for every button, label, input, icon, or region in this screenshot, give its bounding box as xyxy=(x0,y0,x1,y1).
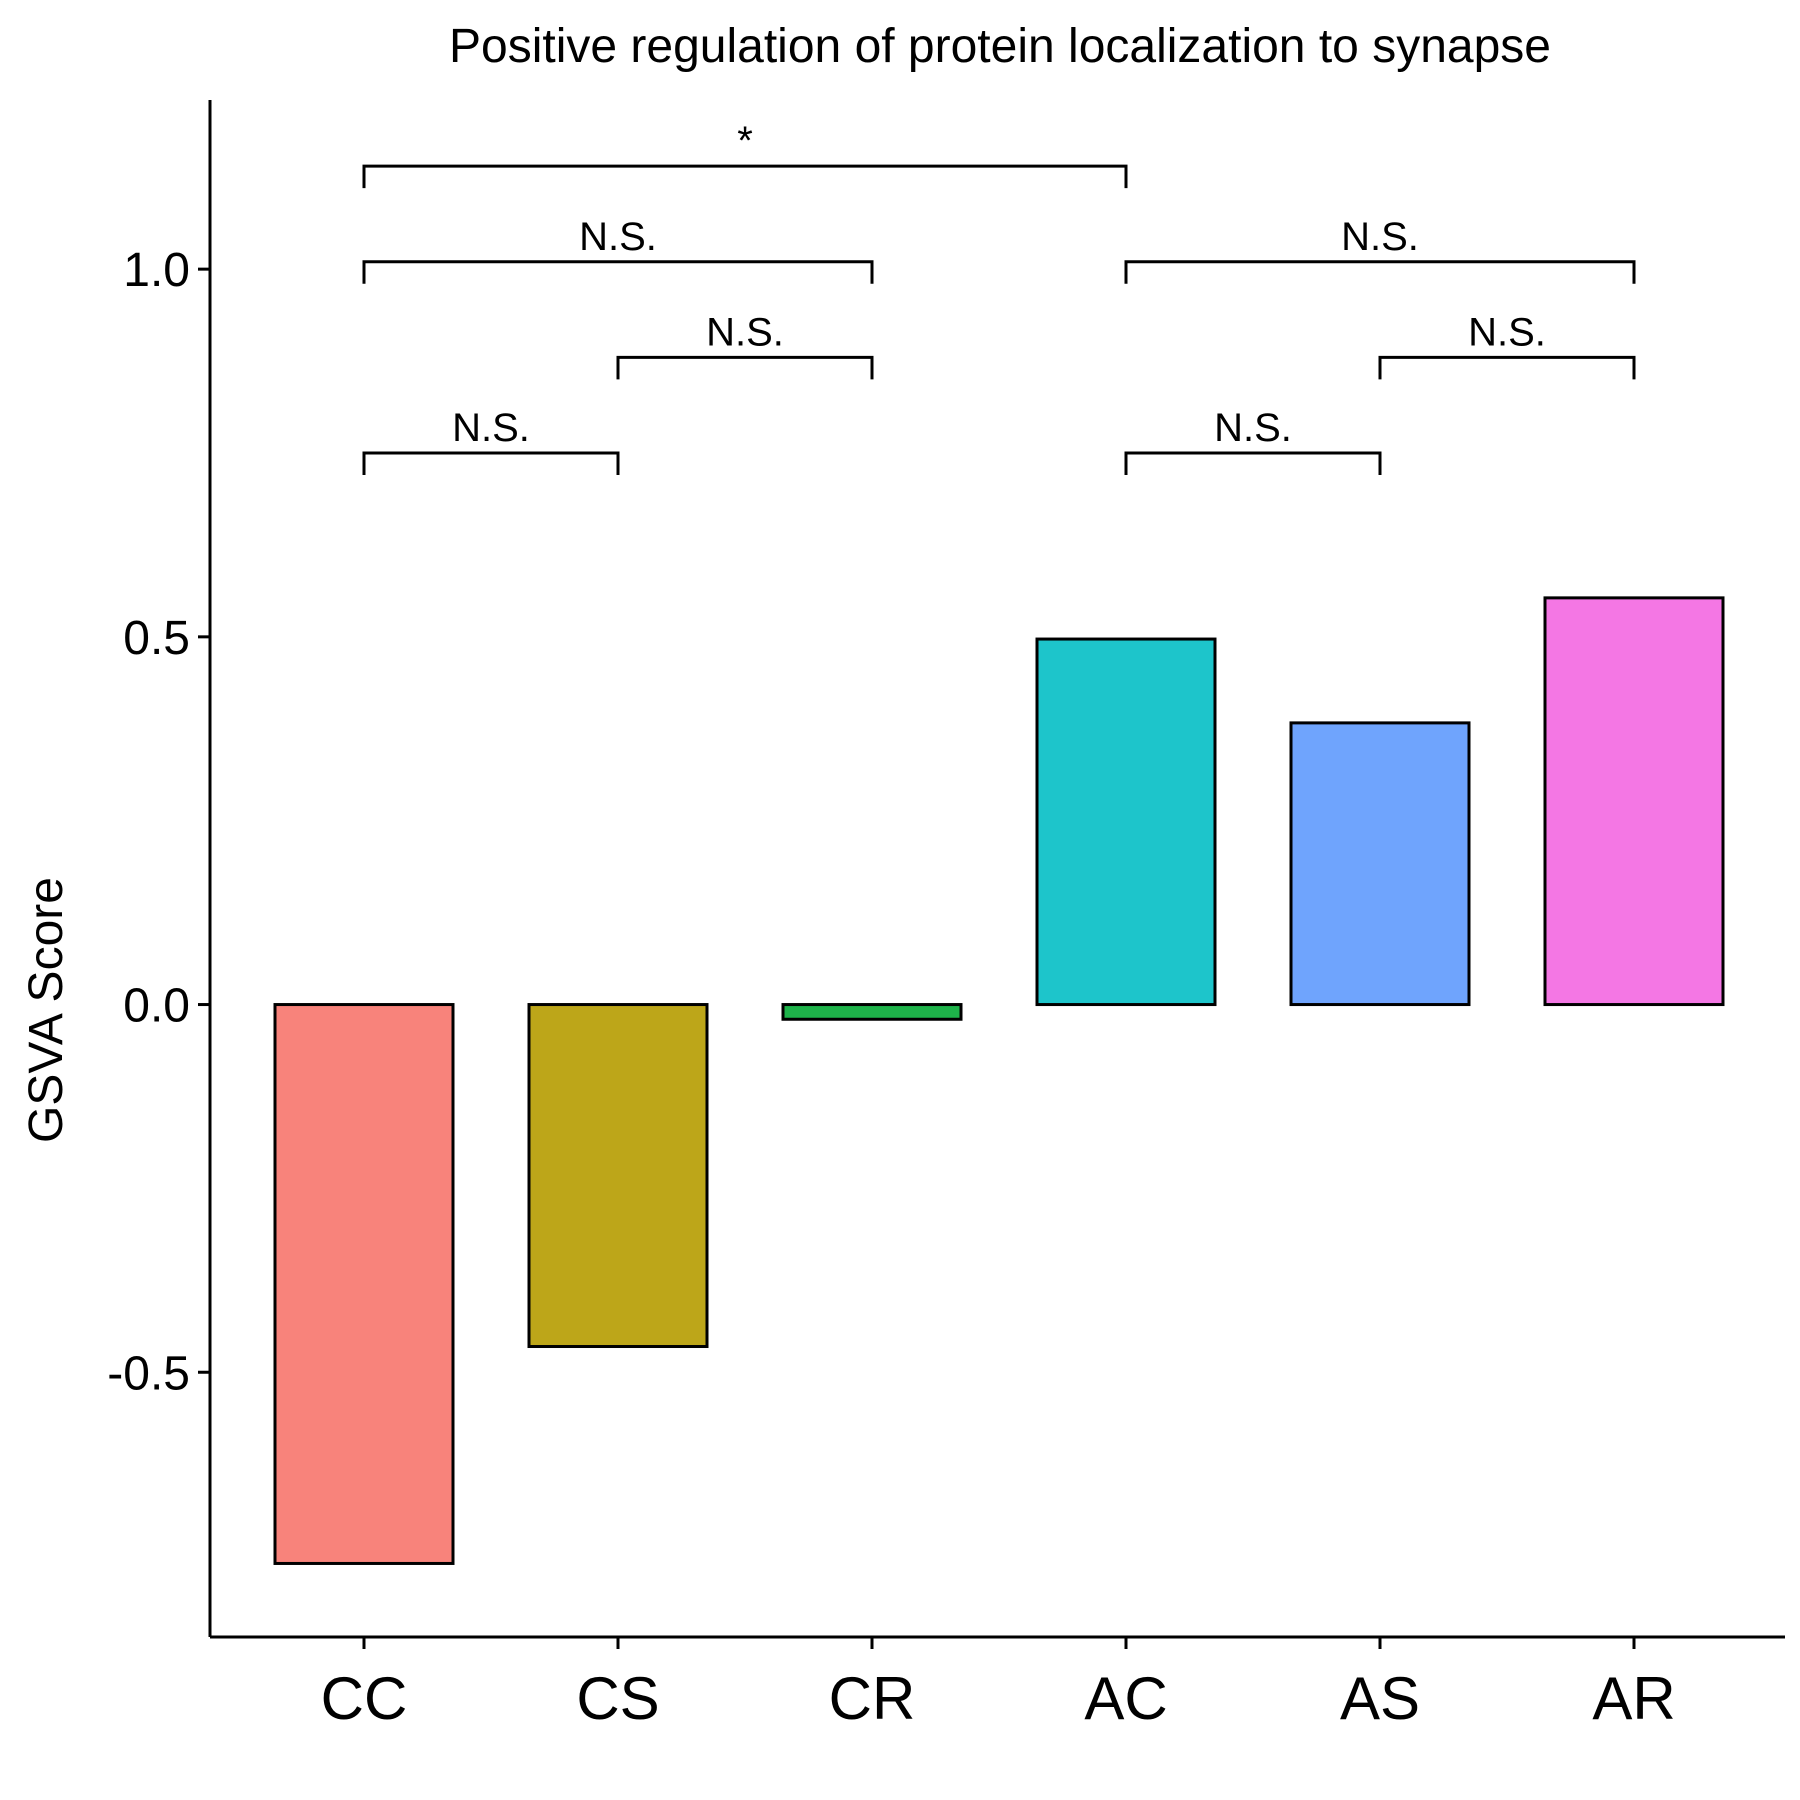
bar-ac xyxy=(1035,637,1217,1007)
x-tick-label: AS xyxy=(1340,1665,1420,1732)
bar-cc xyxy=(273,1003,455,1565)
plot-area: -0.5 0.0 0.5 1.0 CC CS CR AC AS AR N.S. N.S. N.S. N.S… xyxy=(107,100,1785,1732)
significance-label: N.S. xyxy=(706,310,784,354)
bar-ar xyxy=(1543,596,1725,1007)
significance-bracket xyxy=(362,260,874,284)
significance-bracket xyxy=(616,355,874,380)
y-tick-label: 1.0 xyxy=(123,244,190,297)
x-tick-label: CS xyxy=(576,1665,659,1732)
x-tick-label: CR xyxy=(829,1665,916,1732)
significance-bracket xyxy=(1124,451,1382,475)
y-tick-label: 0.0 xyxy=(123,980,190,1033)
bar-cs xyxy=(527,1003,709,1349)
significance-bracket xyxy=(362,451,620,475)
significance-bracket xyxy=(1124,260,1636,284)
significance-label: N.S. xyxy=(452,406,530,450)
bar-as xyxy=(1289,721,1471,1007)
significance-bracket xyxy=(362,164,1128,189)
bar-cr xyxy=(781,1003,963,1021)
x-tick-label: CC xyxy=(321,1665,408,1732)
y-axis-label: GSVA Score xyxy=(20,877,73,1143)
significance-label: N.S. xyxy=(1214,406,1292,450)
significance-label: N.S. xyxy=(1468,310,1546,354)
x-tick-label: AR xyxy=(1592,1665,1675,1732)
significance-label: * xyxy=(737,119,753,163)
significance-label: N.S. xyxy=(579,215,657,259)
y-tick-label: -0.5 xyxy=(107,1347,190,1400)
y-tick-label: 0.5 xyxy=(123,612,190,665)
significance-bracket xyxy=(1378,355,1636,380)
chart-title: Positive regulation of protein localizat… xyxy=(449,20,1551,73)
x-tick-label: AC xyxy=(1084,1665,1167,1732)
significance-label: N.S. xyxy=(1341,215,1419,259)
